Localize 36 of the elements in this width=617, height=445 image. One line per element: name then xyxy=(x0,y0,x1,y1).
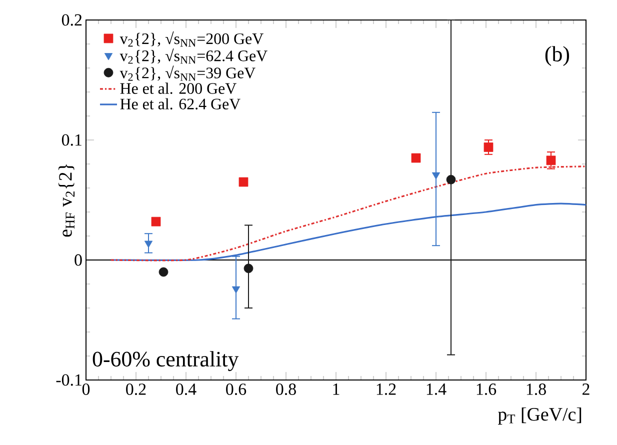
x-tick-label: 0.6 xyxy=(226,384,246,396)
point xyxy=(232,286,240,294)
point xyxy=(244,264,254,274)
point xyxy=(238,177,248,187)
x-tick-label: 1.8 xyxy=(526,384,546,396)
point xyxy=(158,267,168,277)
point xyxy=(484,142,494,152)
x-tick-label: 2 xyxy=(582,384,590,395)
point xyxy=(411,153,421,163)
x-tick-label: 1.6 xyxy=(476,384,496,395)
point xyxy=(546,156,556,166)
legend-label: v$_{2}${2}, √s$_{NN}$=39 GeV xyxy=(120,66,256,81)
x-tick-label: 0.4 xyxy=(176,384,196,396)
x-tick-label: 1 xyxy=(333,384,340,395)
legend-label: v$_{2}${2}, √s$_{NN}$=62.4 GeV xyxy=(120,48,268,64)
x-tick-label: 0.8 xyxy=(276,384,296,396)
point xyxy=(446,174,456,184)
annotation: (b) xyxy=(545,46,570,66)
y-tick-label: -0.1 xyxy=(56,374,82,386)
x-axis-title: p$_{T}$ [GeV/c] xyxy=(498,407,582,425)
x-tick-label: 1.4 xyxy=(426,384,446,395)
y-tick-label: 0 xyxy=(74,254,82,266)
point xyxy=(144,240,153,248)
y-axis-title: e$_{HF}$ v$_{2}${2} xyxy=(58,164,75,237)
y-tick-label: 0.1 xyxy=(62,134,82,146)
annotation: 0-60% centrality xyxy=(92,351,239,372)
x-tick-label: 1.2 xyxy=(376,384,396,395)
point xyxy=(151,216,161,226)
legend-label: v$_{2}${2}, √s$_{NN}$=200 GeV xyxy=(120,31,264,47)
legend-label: He et al. 200 GeV xyxy=(120,82,236,94)
line-series xyxy=(110,166,587,262)
y-tick-label: 0.2 xyxy=(62,14,82,26)
x-tick-label: 0.2 xyxy=(126,384,146,396)
x-tick-label: 0 xyxy=(82,384,90,395)
legend-label: He et al. 62.4 GeV xyxy=(120,98,240,110)
point xyxy=(432,172,440,180)
